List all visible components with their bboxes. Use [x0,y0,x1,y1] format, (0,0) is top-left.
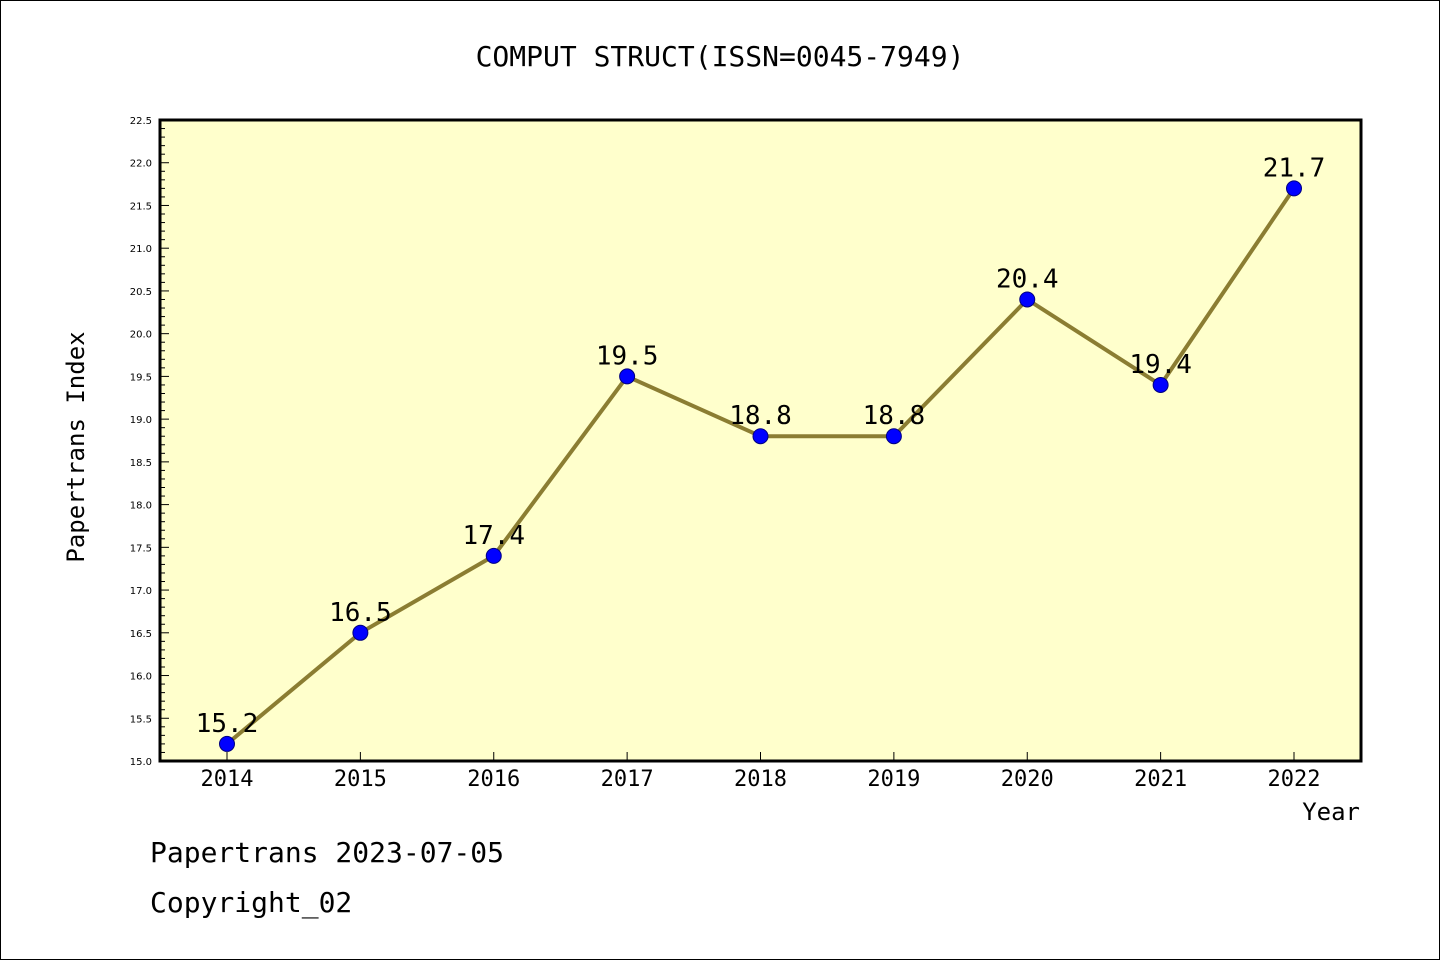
data-label: 20.4 [996,264,1059,294]
y-tick-label: 15.5 [130,714,152,725]
data-label: 21.7 [1263,153,1326,183]
y-tick-label: 20.0 [130,330,152,341]
data-point [219,735,235,752]
data-point [752,428,769,445]
y-tick-label: 16.0 [130,672,152,683]
y-tick-label: 21.5 [130,201,152,212]
data-point [1019,291,1036,308]
y-tick-label: 16.5 [130,629,152,640]
y-tick-label: 18.0 [130,501,152,512]
data-label: 17.4 [462,521,525,551]
data-point [352,624,369,641]
chart-title: COMPUT STRUCT(ISSN=0045-7949) [476,40,965,73]
y-tick-label: 22.5 [130,116,152,127]
y-axis-title: Papertrans Index [62,331,90,562]
data-markers [219,180,1302,752]
x-tick-label: 2014 [201,767,254,792]
data-point [619,368,636,385]
data-label: 19.5 [596,341,659,371]
data-label: 18.8 [729,401,792,431]
data-point [1286,180,1302,197]
x-tick-label: 2016 [467,767,520,792]
data-label: 16.5 [329,598,392,628]
x-tick-label: 2021 [1134,767,1187,792]
y-tick-label: 19.0 [130,415,152,426]
data-point [885,428,902,445]
x-axis: 2014 2015 2016 2017 2018 2019 2020 2021 2022 [201,752,1321,792]
data-labels: 15.2 16.5 17.4 19.5 18.8 18.8 20.4 19.4 21.7 [196,153,1326,739]
x-tick-label: 2017 [601,767,654,792]
x-tick-label: 2018 [734,767,787,792]
data-label: 18.8 [863,401,926,431]
y-tick-label: 15.0 [130,757,152,768]
data-label: 15.2 [196,709,259,739]
y-tick-label: 22.0 [130,159,152,170]
y-tick-label: 17.5 [130,543,152,554]
y-tick-label: 21.0 [130,244,152,255]
data-label: 19.4 [1129,350,1192,380]
x-tick-label: 2015 [334,767,387,792]
footer-date-line: Papertrans 2023-07-05 [150,836,505,869]
y-axis: 15.0 15.5 16.0 16.5 17.0 17.5 18.0 18.5 19.0 19.5… [130,116,169,768]
x-tick-label: 2019 [867,767,920,792]
data-point [485,547,502,564]
y-tick-label: 17.0 [130,586,152,597]
x-tick-label: 2022 [1268,767,1321,792]
y-tick-label: 18.5 [130,458,152,469]
x-tick-label: 2020 [1001,767,1054,792]
footer-copyright-line: Copyright_02 [150,886,353,919]
y-tick-label: 19.5 [130,372,152,383]
data-point [1152,376,1169,393]
x-axis-title: Year [1302,798,1360,826]
y-tick-label: 20.5 [130,287,152,298]
